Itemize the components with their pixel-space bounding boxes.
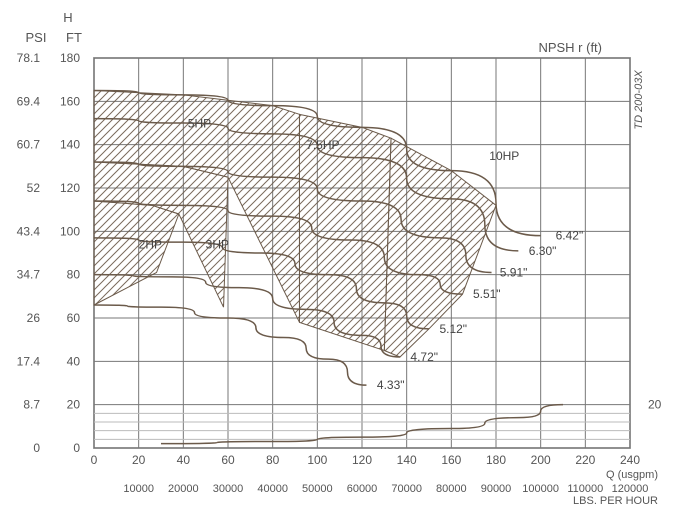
x-tick-label: 40 [177,453,191,467]
y-ft-tick: 60 [67,311,81,325]
x2-tick: 10000 [123,483,154,495]
y-ft-tick: 20 [67,398,81,412]
x-tick-label: 20 [132,453,146,467]
x-tick-label: 200 [531,453,551,467]
hp-label: 2HP [139,238,162,252]
y-psi-tick: 0 [33,441,40,455]
y-ft-tick: 180 [60,51,80,65]
x-tick-label: 180 [486,453,506,467]
x-tick-label: 160 [441,453,461,467]
x2-tick: 110000 [567,483,603,495]
impeller-label: 4.72" [410,350,438,364]
x2-tick: 120000 [612,483,649,495]
hp-label: 7.5HP [306,138,339,152]
x2-tick: 60000 [347,483,378,495]
x-tick-label: 60 [221,453,235,467]
y-psi-tick: 8.7 [23,398,40,412]
y-psi-tick: 60.7 [17,138,41,152]
y-ft-title: FT [66,30,82,45]
x-tick-label: 0 [91,453,98,467]
x-title: Q (usgpm) [606,469,658,481]
x2-tick: 100000 [522,483,559,495]
x2-tick: 50000 [302,483,333,495]
x-tick-label: 140 [397,453,417,467]
impeller-label: 4.33" [377,378,405,392]
y-psi-tick: 17.4 [17,354,41,368]
title-h: H [63,10,72,25]
y-ft-tick: 100 [60,224,80,238]
y-ft-tick: 140 [60,138,80,152]
y-ft-tick: 120 [60,181,80,195]
side-note: TD 200-03X [633,70,645,130]
y-psi-title: PSI [26,30,47,45]
hp-label: 5HP [188,116,211,130]
y-psi-tick: 69.4 [17,94,41,108]
y-psi-tick: 34.7 [17,268,41,282]
x-tick-label: 220 [575,453,595,467]
x2-tick: 90000 [481,483,512,495]
hp-band [94,201,179,305]
y-ft-tick: 80 [67,268,81,282]
y-ft-tick: 40 [67,354,81,368]
x2-tick: 70000 [391,483,422,495]
x-tick-label: 80 [266,453,280,467]
x2-tick: 40000 [257,483,288,495]
impeller-label: 5.12" [439,322,467,336]
y-psi-tick: 52 [27,181,41,195]
y2-tick: 20 [648,398,662,412]
x2-tick: 20000 [168,483,199,495]
impeller-label: 6.42" [556,229,584,243]
x2-tick: 30000 [213,483,244,495]
y-psi-tick: 43.4 [17,224,41,238]
x-tick-label: 120 [352,453,372,467]
y-ft-tick: 0 [73,441,80,455]
impeller-label: 6.30" [529,244,557,258]
hp-label: 10HP [489,149,519,163]
x-tick-label: 240 [620,453,640,467]
x2-title: LBS. PER HOUR [573,495,658,507]
y-psi-tick: 78.1 [17,51,41,65]
y-ft-tick: 160 [60,94,80,108]
x-tick-label: 100 [307,453,327,467]
y-psi-tick: 26 [27,311,41,325]
hp-label: 3HP [206,238,229,252]
y2-title: NPSH r (ft) [538,40,602,55]
impeller-label: 5.51" [473,287,501,301]
x2-tick: 80000 [436,483,467,495]
impeller-label: 5.91" [500,266,528,280]
